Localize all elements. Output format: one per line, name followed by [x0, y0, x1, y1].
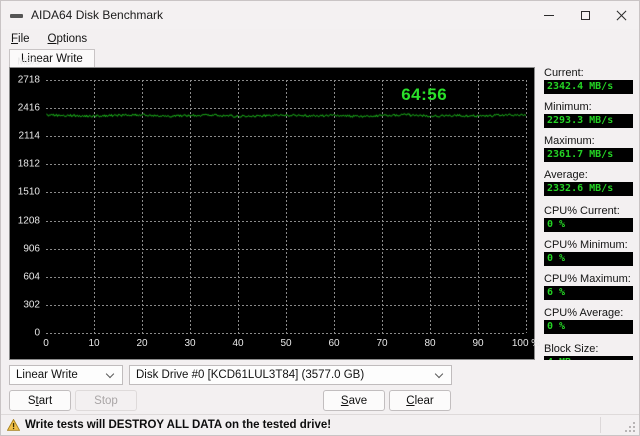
clear-button-label: Clear	[406, 394, 434, 407]
stat-label: CPU% Current:	[544, 205, 620, 217]
warning-icon	[7, 419, 20, 431]
chart-y-tick-label: 1208	[17, 215, 40, 227]
content-area: 2718 2416 2114 1812 1510 1208 906 604 302 0 MB/s 0…	[1, 57, 639, 370]
chart-x-tick-label: 20	[136, 338, 148, 349]
menu-item-file[interactable]: File	[11, 32, 30, 45]
chevron-down-icon	[107, 373, 114, 380]
drive-value: Disk Drive #0 [KCD61LUL3T84] (3577.0 GB)	[136, 369, 365, 381]
chart-x-tick-label: 60	[328, 338, 340, 349]
test-type-select[interactable]: Linear Write	[9, 365, 123, 385]
chart-x-tick-label: 90	[472, 338, 484, 349]
controls-area: Linear Write Disk Drive #0 [KCD61LUL3T84…	[1, 360, 639, 414]
chart-y-tick-label: 604	[23, 271, 40, 283]
chart-x-tick-label: 0	[43, 338, 49, 349]
save-button[interactable]: Save	[323, 390, 385, 411]
chart-y-tick-label: 2416	[17, 102, 40, 114]
chart-gridline-v	[526, 80, 527, 333]
menu-item-options[interactable]: Options	[47, 32, 88, 45]
status-bar: Write tests will DESTROY ALL DATA on the…	[1, 414, 639, 435]
clear-button[interactable]: Clear	[389, 390, 451, 411]
stat-value: 0 %	[544, 218, 633, 232]
window-buttons	[531, 1, 639, 29]
stat-label: Maximum:	[544, 135, 595, 147]
save-button-label: Save	[340, 394, 368, 407]
test-type-value: Linear Write	[16, 369, 78, 381]
elapsed-timer: 64:56	[401, 85, 448, 104]
chart-gridline-h	[46, 333, 526, 334]
window-title: AIDA64 Disk Benchmark	[31, 8, 164, 22]
stat-value: 2293.3 MB/s	[544, 114, 633, 128]
menu-bar: File Options	[1, 29, 639, 48]
chart-x-tick-label: 70	[376, 338, 388, 349]
stat-label: Current:	[544, 67, 584, 79]
tab-linear-write[interactable]: Linear Write	[9, 49, 95, 67]
stat-value: 0 %	[544, 320, 633, 334]
stop-button-label: Stop	[94, 394, 118, 407]
chart-x-tick-label: 80	[424, 338, 436, 349]
chart-x-tick-label: 40	[232, 338, 244, 349]
chevron-down-icon	[436, 373, 443, 380]
app-icon	[9, 7, 25, 23]
drive-select[interactable]: Disk Drive #0 [KCD61LUL3T84] (3577.0 GB)	[129, 365, 452, 385]
statistics-panel: Current: 2342.4 MB/s Minimum: 2293.3 MB/s Ma…	[535, 67, 639, 370]
maximize-icon[interactable]	[567, 1, 603, 29]
start-button[interactable]: Start	[9, 390, 71, 411]
resize-grip[interactable]	[624, 421, 636, 433]
chart-x-tick-label: 30	[184, 338, 196, 349]
chart-gridline-v	[382, 80, 383, 333]
chart-y-tick-label: 906	[23, 243, 40, 255]
chart-y-tick-label: 2114	[18, 130, 40, 142]
stat-label: CPU% Average:	[544, 307, 624, 319]
title-bar[interactable]: AIDA64 Disk Benchmark	[1, 1, 639, 29]
stat-value: 2332.6 MB/s	[544, 182, 633, 196]
stat-value: 6 %	[544, 286, 633, 300]
stat-label: Average:	[544, 169, 588, 181]
chart-gridline-v	[430, 80, 431, 333]
chart-y-tick-label: 1510	[17, 186, 40, 198]
minimize-icon[interactable]	[531, 1, 567, 29]
chart-gridline-v	[190, 80, 191, 333]
chart-y-tick-label: 2718	[17, 74, 40, 86]
stat-label: CPU% Maximum:	[544, 273, 631, 285]
close-icon[interactable]	[603, 1, 639, 29]
chart-gridline-v	[478, 80, 479, 333]
chart-y-axis-unit: MB/s	[17, 56, 40, 68]
chart-y-tick-label: 1812	[17, 158, 40, 170]
start-button-label: Start	[27, 394, 53, 407]
stop-button: Stop	[75, 390, 137, 411]
chart-gridline-v	[94, 80, 95, 333]
status-separator	[600, 417, 601, 433]
chart-gridline-v	[334, 80, 335, 333]
chart-gridline-v	[238, 80, 239, 333]
chart-x-tick-label: 50	[280, 338, 292, 349]
stat-value: 2342.4 MB/s	[544, 80, 633, 94]
chart-gridline-v	[142, 80, 143, 333]
stat-label: Block Size:	[544, 343, 599, 355]
stat-label: Minimum:	[544, 101, 592, 113]
chart-y-tick-label: 302	[23, 299, 40, 311]
stat-value: 2361.7 MB/s	[544, 148, 633, 162]
chart-gridline-v	[286, 80, 287, 333]
benchmark-chart: 2718 2416 2114 1812 1510 1208 906 604 302 0 MB/s 0…	[9, 57, 540, 360]
chart-plot-area	[46, 80, 527, 334]
stat-value: 0 %	[544, 252, 633, 266]
tab-strip: Linear Write	[1, 48, 639, 67]
status-message: Write tests will DESTROY ALL DATA on the…	[25, 419, 332, 431]
chart-x-tick-label: 100 %	[511, 338, 541, 349]
chart-x-tick-label: 10	[88, 338, 100, 349]
stat-label: CPU% Minimum:	[544, 239, 628, 251]
chart-y-tick-label: 0	[34, 327, 40, 339]
